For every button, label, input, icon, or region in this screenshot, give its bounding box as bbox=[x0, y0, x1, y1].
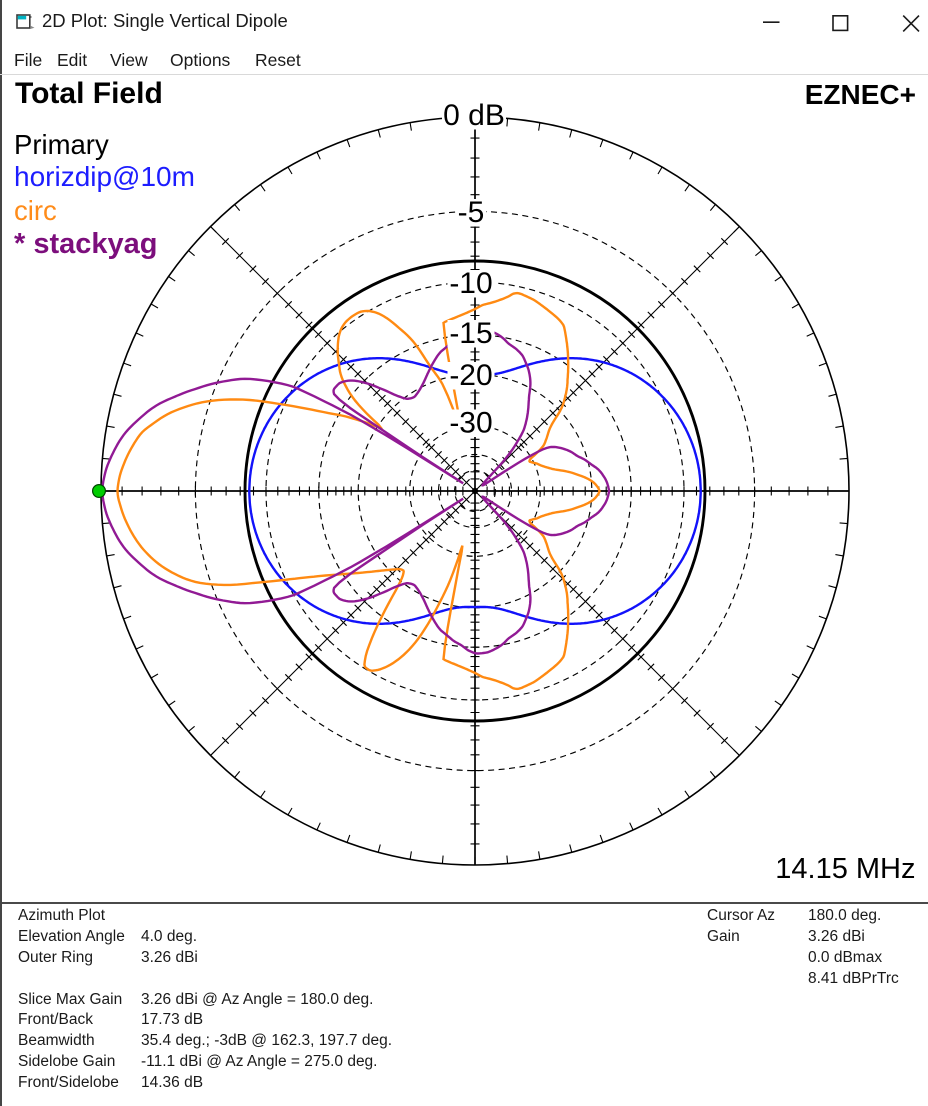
svg-text:-15: -15 bbox=[449, 317, 492, 350]
svg-text:0 dB: 0 dB bbox=[443, 99, 505, 132]
svg-text:-30: -30 bbox=[449, 407, 492, 440]
svg-text:-10: -10 bbox=[449, 267, 492, 300]
svg-text:-20: -20 bbox=[449, 359, 492, 392]
svg-text:-5: -5 bbox=[458, 196, 485, 229]
